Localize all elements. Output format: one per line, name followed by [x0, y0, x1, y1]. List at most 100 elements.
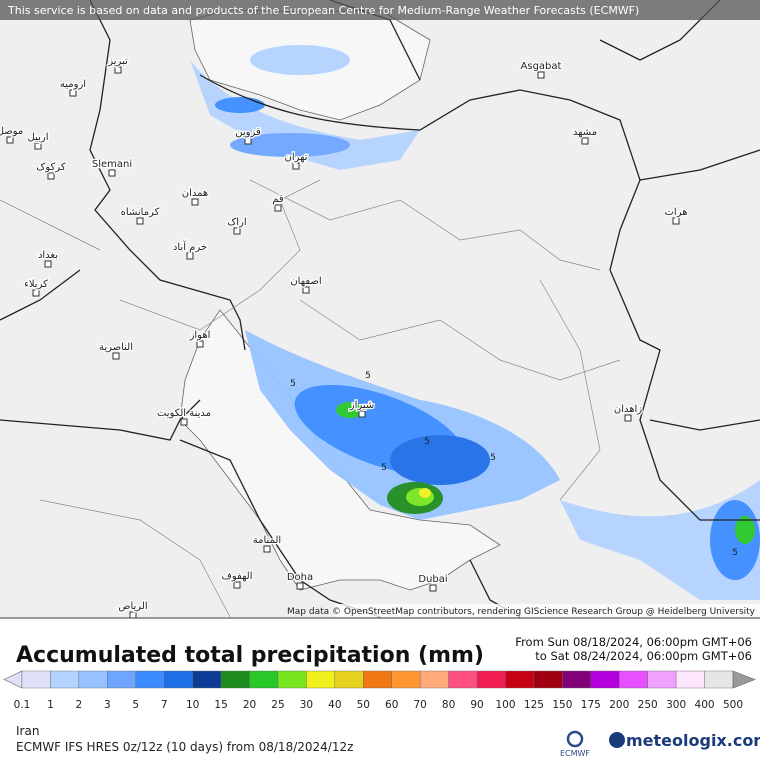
scale-label: 7 — [161, 699, 168, 711]
city-label: بغداد — [38, 250, 58, 261]
city-label: مشهد — [573, 127, 597, 138]
scale-swatch — [391, 670, 421, 689]
city-marker — [274, 204, 282, 212]
scale-swatch — [562, 670, 591, 689]
scale-label: 175 — [581, 699, 601, 711]
scale-label: 10 — [186, 699, 199, 711]
city-label: هرات — [665, 207, 688, 218]
brand: meteologix.com — [626, 731, 760, 750]
scale-swatch — [704, 670, 734, 689]
city-label: تهران — [284, 152, 307, 163]
city-marker — [624, 414, 632, 422]
city-label: الرياض — [118, 601, 147, 612]
city-marker — [191, 198, 199, 206]
city-label: الناصرية — [99, 342, 133, 353]
scale-label: 25 — [271, 699, 284, 711]
city-label: قم — [272, 194, 284, 205]
city-marker — [672, 217, 680, 225]
scale-swatch — [249, 670, 279, 689]
model-run: ECMWF IFS HRES 0z/12z (10 days) from 08/… — [16, 740, 353, 754]
notice-bar — [0, 0, 760, 20]
scale-label: 50 — [357, 699, 370, 711]
city-label: کرکوک — [36, 162, 65, 173]
city-label: موصل — [0, 126, 23, 137]
scale-arrow-high — [732, 670, 756, 689]
ecmwf-logo — [566, 730, 584, 748]
city-marker — [6, 136, 14, 144]
city-marker — [196, 340, 204, 348]
city-marker — [358, 410, 366, 418]
map — [0, 0, 760, 618]
notice: This service is based on data and produc… — [7, 4, 639, 17]
city-label: الهفوف — [221, 571, 252, 582]
scale-label: 2 — [76, 699, 83, 711]
city-label: اراک — [227, 217, 246, 228]
scale-label: 5 — [132, 699, 139, 711]
scale-swatch — [334, 670, 364, 689]
city-marker — [263, 545, 271, 553]
city-label: المنامة — [253, 535, 281, 546]
scale-arrow-low — [3, 670, 23, 689]
contour-label: 5 — [490, 453, 496, 463]
city-marker — [34, 142, 42, 150]
region: Iran — [16, 724, 39, 738]
scale-swatch — [78, 670, 108, 689]
city-marker — [69, 89, 77, 97]
scale-swatch — [647, 670, 677, 689]
city-marker — [108, 169, 116, 177]
scale-label: 40 — [328, 699, 341, 711]
city-marker — [180, 418, 188, 426]
city-label: تبریز — [107, 56, 128, 67]
attribution: Map data © OpenStreetMap contributors, r… — [287, 607, 756, 617]
city-marker — [296, 582, 304, 590]
scale-label: 3 — [104, 699, 111, 711]
city-marker — [581, 137, 589, 145]
scale-swatch — [163, 670, 193, 689]
scale-swatch — [50, 670, 80, 689]
contour-label: 5 — [290, 379, 296, 389]
scale-swatch — [419, 670, 449, 689]
scale-swatch — [476, 670, 506, 689]
scale-label: 90 — [470, 699, 483, 711]
scale-swatch — [135, 670, 165, 689]
city-marker — [47, 172, 55, 180]
city-label: Doha — [287, 572, 313, 583]
city-marker — [114, 66, 122, 74]
city-marker — [233, 227, 241, 235]
scale-label: 400 — [695, 699, 715, 711]
scale-label: 1 — [47, 699, 54, 711]
city-label: اربیل — [28, 132, 49, 143]
city-marker — [233, 581, 241, 589]
scale-label: 15 — [214, 699, 227, 711]
scale-label: 100 — [495, 699, 515, 711]
scale-label: 250 — [638, 699, 658, 711]
city-label: کربلاء — [24, 279, 48, 290]
legend-title: Accumulated total precipitation (mm) — [16, 643, 484, 668]
city-label: ارومیه — [60, 79, 86, 90]
scale-label: 200 — [609, 699, 629, 711]
scale-swatch — [505, 670, 535, 689]
scale-swatch — [619, 670, 648, 689]
scale-swatch — [306, 670, 336, 689]
scale-swatch — [192, 670, 222, 689]
ecmwf-label: ECMWF — [560, 749, 590, 758]
city-label: Slemani — [92, 159, 132, 170]
city-label: مدينة الكويت — [157, 408, 211, 419]
city-label: اصفهان — [290, 276, 321, 287]
city-marker — [244, 137, 252, 145]
scale-swatch — [533, 670, 563, 689]
scale-label: 30 — [300, 699, 313, 711]
scale-swatch — [590, 670, 620, 689]
scale-label: 500 — [723, 699, 743, 711]
city-label: زاهدان — [614, 404, 642, 415]
city-label: قزوین — [235, 127, 261, 138]
city-label: Dubai — [418, 574, 447, 585]
scale-swatch — [107, 670, 136, 689]
city-label: اهواز — [189, 330, 211, 341]
city-marker — [186, 252, 194, 260]
city-marker — [292, 162, 300, 170]
city-marker — [136, 217, 144, 225]
scale-swatch — [21, 670, 51, 689]
scale-label: 70 — [413, 699, 426, 711]
